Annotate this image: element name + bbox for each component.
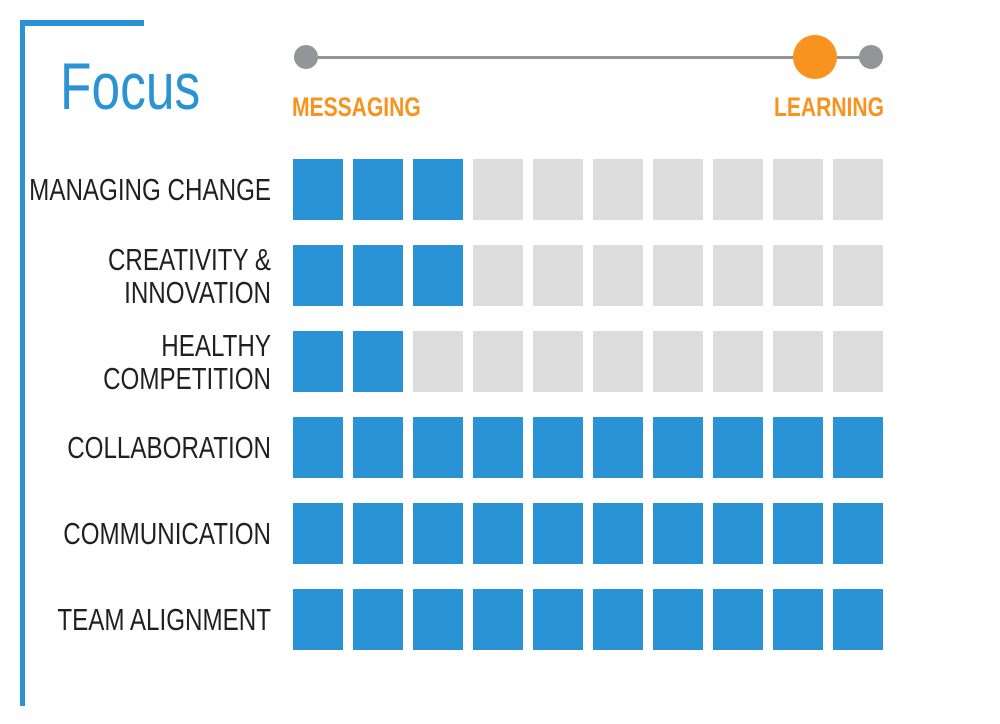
row-label-line: HEALTHY bbox=[161, 327, 271, 363]
row-label-line: CREATIVITY & bbox=[107, 241, 271, 277]
filled-cell bbox=[653, 503, 703, 564]
empty-cell bbox=[533, 159, 583, 220]
filled-cell bbox=[293, 331, 343, 392]
filled-cell bbox=[713, 417, 763, 478]
filled-cell bbox=[413, 245, 463, 306]
filled-cell bbox=[593, 503, 643, 564]
empty-cell bbox=[533, 245, 583, 306]
filled-cell bbox=[833, 589, 883, 650]
empty-cell bbox=[473, 159, 523, 220]
empty-cell bbox=[773, 159, 823, 220]
filled-cell bbox=[713, 503, 763, 564]
slider-right-label: LEARNING bbox=[774, 92, 884, 122]
filled-cell bbox=[653, 417, 703, 478]
filled-cell bbox=[293, 417, 343, 478]
filled-cell bbox=[353, 503, 403, 564]
filled-cell bbox=[773, 417, 823, 478]
filled-cell bbox=[473, 503, 523, 564]
empty-cell bbox=[833, 159, 883, 220]
row-label-line: MANAGING CHANGE bbox=[29, 172, 271, 207]
filled-cell bbox=[353, 589, 403, 650]
slider-track bbox=[305, 56, 871, 59]
row-label-line: COMPETITION bbox=[103, 360, 271, 396]
row-label: COMMUNICATION bbox=[0, 503, 271, 564]
slider-start-dot bbox=[294, 45, 318, 69]
empty-cell bbox=[713, 245, 763, 306]
frame-left-border bbox=[20, 20, 25, 706]
empty-cell bbox=[713, 159, 763, 220]
filled-cell bbox=[473, 417, 523, 478]
row-label: CREATIVITY & INNOVATION bbox=[0, 241, 271, 310]
empty-cell bbox=[653, 331, 703, 392]
slider-knob[interactable] bbox=[792, 35, 837, 79]
filled-cell bbox=[773, 503, 823, 564]
filled-cell bbox=[833, 417, 883, 478]
page-title: Focus bbox=[60, 49, 201, 123]
filled-cell bbox=[353, 331, 403, 392]
empty-cell bbox=[653, 159, 703, 220]
filled-cell bbox=[773, 589, 823, 650]
row-label-line: COLLABORATION bbox=[67, 430, 272, 465]
empty-cell bbox=[833, 245, 883, 306]
row-label-line: INNOVATION bbox=[124, 274, 271, 310]
empty-cell bbox=[593, 331, 643, 392]
filled-cell bbox=[593, 417, 643, 478]
empty-cell bbox=[593, 159, 643, 220]
filled-cell bbox=[413, 417, 463, 478]
empty-cell bbox=[713, 331, 763, 392]
row-label: COLLABORATION bbox=[0, 417, 271, 478]
filled-cell bbox=[473, 589, 523, 650]
row-label: TEAM ALIGNMENT bbox=[0, 589, 271, 650]
filled-cell bbox=[593, 589, 643, 650]
filled-cell bbox=[353, 417, 403, 478]
empty-cell bbox=[773, 245, 823, 306]
frame-top-border bbox=[20, 20, 144, 26]
slider-end-dot bbox=[859, 45, 883, 69]
empty-cell bbox=[473, 245, 523, 306]
row-label: MANAGING CHANGE bbox=[0, 159, 271, 220]
filled-cell bbox=[653, 589, 703, 650]
filled-cell bbox=[293, 589, 343, 650]
filled-cell bbox=[533, 589, 583, 650]
empty-cell bbox=[773, 331, 823, 392]
row-label-line: TEAM ALIGNMENT bbox=[57, 602, 271, 637]
filled-cell bbox=[413, 503, 463, 564]
row-label: HEALTHY COMPETITION bbox=[0, 327, 271, 396]
filled-cell bbox=[413, 589, 463, 650]
filled-cell bbox=[533, 503, 583, 564]
empty-cell bbox=[833, 331, 883, 392]
empty-cell bbox=[533, 331, 583, 392]
empty-cell bbox=[413, 331, 463, 392]
filled-cell bbox=[293, 503, 343, 564]
empty-cell bbox=[593, 245, 643, 306]
filled-cell bbox=[533, 417, 583, 478]
slider-left-label: MESSAGING bbox=[292, 92, 421, 122]
filled-cell bbox=[353, 159, 403, 220]
filled-cell bbox=[293, 159, 343, 220]
filled-cell bbox=[833, 503, 883, 564]
filled-cell bbox=[413, 159, 463, 220]
empty-cell bbox=[473, 331, 523, 392]
empty-cell bbox=[653, 245, 703, 306]
row-label-line: COMMUNICATION bbox=[63, 516, 271, 551]
filled-cell bbox=[713, 589, 763, 650]
filled-cell bbox=[353, 245, 403, 306]
filled-cell bbox=[293, 245, 343, 306]
